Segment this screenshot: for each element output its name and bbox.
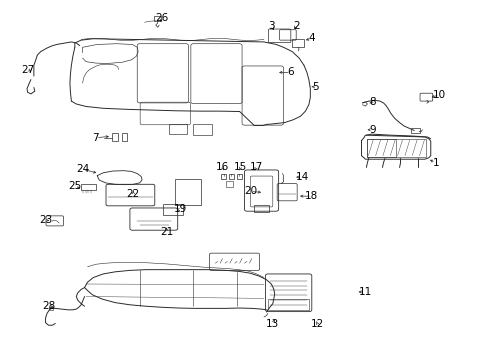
Text: 5: 5 xyxy=(311,82,318,92)
Text: 14: 14 xyxy=(295,172,308,182)
Bar xyxy=(193,125,211,135)
Text: 27: 27 xyxy=(21,64,34,75)
Text: 15: 15 xyxy=(233,162,247,172)
Text: 8: 8 xyxy=(368,97,375,107)
Text: 11: 11 xyxy=(358,287,371,297)
Bar xyxy=(81,184,96,190)
Bar xyxy=(236,174,241,179)
Text: 25: 25 xyxy=(68,181,81,192)
Bar xyxy=(254,205,268,212)
Text: 2: 2 xyxy=(292,21,299,31)
Text: 6: 6 xyxy=(287,67,294,77)
Text: 10: 10 xyxy=(432,90,445,100)
Bar xyxy=(163,204,182,215)
Text: 18: 18 xyxy=(305,191,318,201)
Text: 20: 20 xyxy=(244,186,256,197)
Text: 28: 28 xyxy=(42,301,55,311)
Bar xyxy=(410,128,419,134)
Bar xyxy=(292,40,304,47)
Text: 17: 17 xyxy=(249,162,262,172)
Bar xyxy=(154,17,161,21)
Text: 22: 22 xyxy=(126,189,140,199)
Text: 7: 7 xyxy=(92,133,99,143)
Text: 12: 12 xyxy=(310,319,324,329)
Text: 23: 23 xyxy=(39,215,52,225)
Text: 13: 13 xyxy=(265,319,279,329)
Text: 24: 24 xyxy=(76,164,89,174)
Bar xyxy=(225,181,233,187)
Bar xyxy=(366,139,425,157)
Bar xyxy=(122,134,127,141)
Text: 3: 3 xyxy=(268,21,275,31)
Text: 1: 1 xyxy=(431,158,438,168)
Bar xyxy=(175,179,200,205)
Bar xyxy=(267,299,309,310)
Text: 4: 4 xyxy=(308,33,314,43)
Bar xyxy=(366,139,395,157)
Bar xyxy=(112,134,118,141)
Text: 21: 21 xyxy=(160,227,173,237)
Bar xyxy=(228,174,233,179)
Text: 9: 9 xyxy=(368,125,375,135)
Text: 16: 16 xyxy=(216,162,229,172)
Text: 26: 26 xyxy=(155,13,168,23)
Text: 19: 19 xyxy=(173,204,186,215)
Bar xyxy=(49,308,53,310)
Bar xyxy=(168,124,187,134)
Bar xyxy=(221,174,225,179)
